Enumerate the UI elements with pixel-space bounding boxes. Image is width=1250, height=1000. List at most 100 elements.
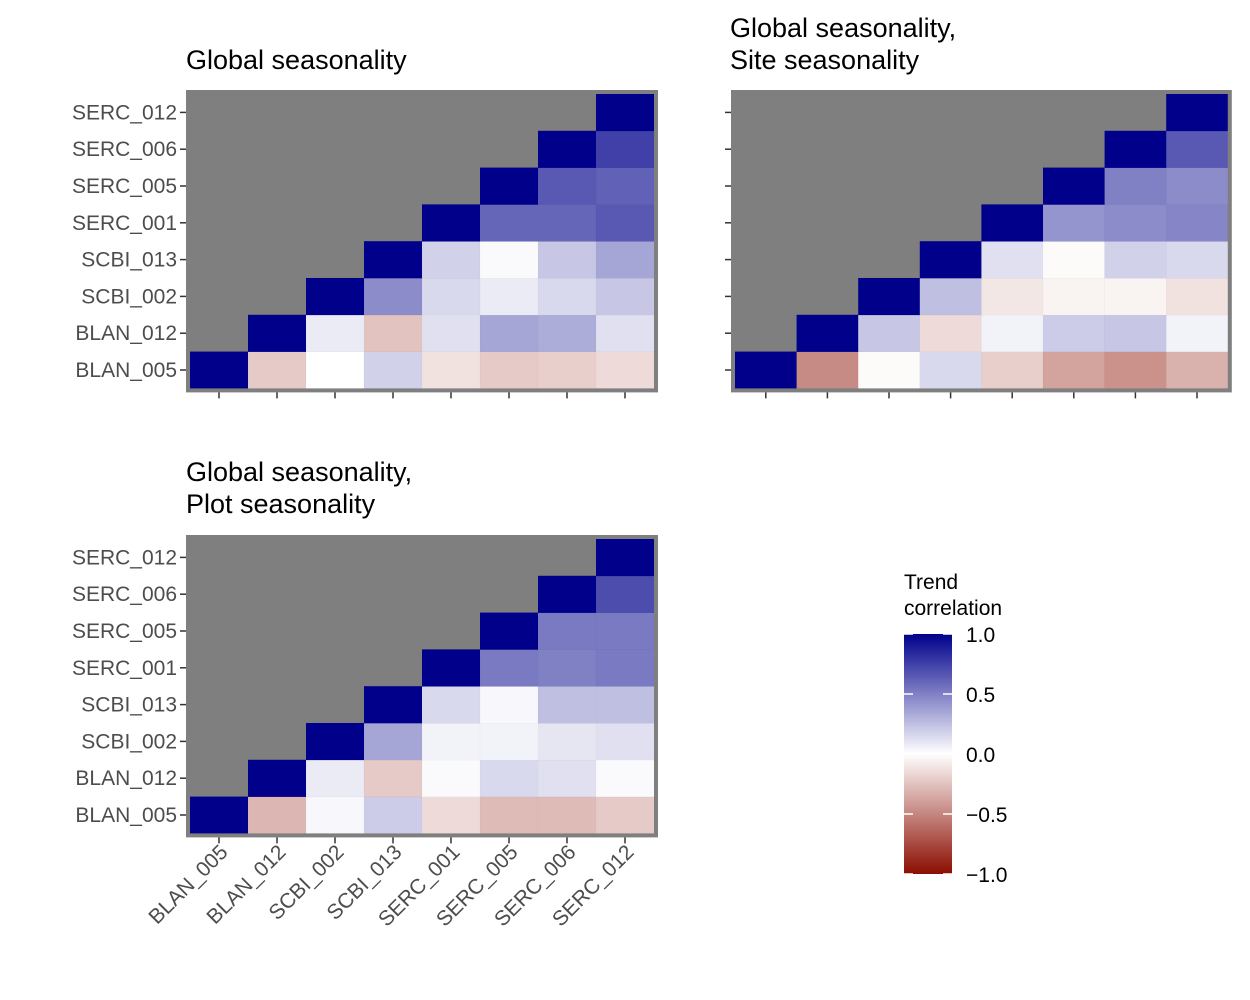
panel-2-border xyxy=(731,90,1232,393)
panel-1-cell-SCBI_002-SCBI_013 xyxy=(363,277,423,316)
panel-1-ytick-label-SERC_005: SERC_005 xyxy=(72,175,177,198)
panel-1-cell-SERC_001-SERC_006 xyxy=(537,204,597,242)
panel-3-cell-BLAN_005-SCBI_013 xyxy=(363,796,423,834)
panel-1-cell-BLAN_005-SERC_012 xyxy=(595,351,655,389)
panel-3-cell-BLAN_012-SCBI_013 xyxy=(363,759,423,798)
panel-1-cell-SERC_006-SERC_012 xyxy=(595,130,655,169)
panel-1-cell-SERC_005-SERC_006 xyxy=(537,167,597,205)
panel-1-cell-SCBI_013-SERC_006 xyxy=(537,240,597,279)
panel-1-cell-BLAN_012-SERC_001 xyxy=(421,314,481,353)
panel-3-cell-SERC_005-SERC_006 xyxy=(537,612,597,650)
panel-1-cell-SCBI_013-SERC_005 xyxy=(479,240,539,279)
panel-2-cell-BLAN_012-SCBI_002 xyxy=(857,314,921,353)
legend-label-0: 1.0 xyxy=(966,624,995,647)
panel-3-cell-BLAN_005-SERC_001 xyxy=(421,796,481,834)
panel-3-cell-BLAN_012-SERC_006 xyxy=(537,759,597,798)
panel-2-cell-SERC_012-SERC_012 xyxy=(1165,93,1229,132)
panel-3-title-text: Global seasonality, Plot seasonality xyxy=(186,457,413,519)
panel-1-cell-SERC_006-SERC_006 xyxy=(537,130,597,169)
panel-1-cell-SCBI_002-SERC_012 xyxy=(595,277,655,316)
panel-1-cell-SCBI_002-SERC_006 xyxy=(537,277,597,316)
panel-1-ytick-label-SCBI_002: SCBI_002 xyxy=(81,285,177,308)
panel-2-cell-SCBI_013-SERC_005 xyxy=(1042,240,1106,279)
panel-3-cell-SCBI_002-SCBI_002 xyxy=(305,722,365,761)
panel-2-cell-SCBI_002-SCBI_013 xyxy=(919,277,982,316)
panel-2-cell-SCBI_002-SCBI_002 xyxy=(857,277,921,316)
panel-1-cell-SERC_001-SERC_001 xyxy=(421,204,481,242)
panel-1-cell-SCBI_013-SERC_012 xyxy=(595,240,655,279)
panel-3-cell-SCBI_013-SERC_012 xyxy=(595,685,655,724)
panel-1-border xyxy=(186,90,658,393)
panel-3-cell-BLAN_005-SERC_005 xyxy=(479,796,539,834)
panel-3-cell-BLAN_005-BLAN_005 xyxy=(189,796,249,834)
panel-3-ytick-label-BLAN_012: BLAN_012 xyxy=(75,767,177,790)
panel-2-cell-BLAN_005-SERC_012 xyxy=(1165,351,1229,389)
panel-1-cell-BLAN_012-SERC_006 xyxy=(537,314,597,353)
panel-2-title: Global seasonality, Site seasonality xyxy=(730,12,956,76)
panel-3-title: Global seasonality, Plot seasonality xyxy=(186,456,412,520)
panel-1-cell-BLAN_012-BLAN_012 xyxy=(247,314,307,353)
panel-2-cell-SERC_005-SERC_006 xyxy=(1104,167,1167,205)
panel-3-cell-SERC_001-SERC_001 xyxy=(421,649,481,687)
panel-1-ytick-label-SCBI_013: SCBI_013 xyxy=(81,249,177,272)
panel-3-cell-SERC_006-SERC_012 xyxy=(595,575,655,614)
panel-2-cell-BLAN_012-BLAN_012 xyxy=(796,314,859,353)
panel-1-ytick-label-SERC_006: SERC_006 xyxy=(72,138,177,161)
panel-1-cell-BLAN_012-SERC_012 xyxy=(595,314,655,353)
panel-3-cell-SCBI_013-SCBI_013 xyxy=(363,685,423,724)
panel-1-ytick-label-BLAN_005: BLAN_005 xyxy=(75,359,177,382)
panel-2-cell-SERC_001-SERC_005 xyxy=(1042,204,1106,242)
panel-3-cell-BLAN_012-SCBI_002 xyxy=(305,759,365,798)
panel-2-cell-SERC_006-SERC_006 xyxy=(1104,130,1167,169)
panel-1-cell-SERC_001-SERC_005 xyxy=(479,204,539,242)
panel-3-cell-SERC_005-SERC_005 xyxy=(479,612,539,650)
panel-3-ytick-label-SCBI_002: SCBI_002 xyxy=(81,730,177,753)
panel-1-cell-SCBI_002-SCBI_002 xyxy=(305,277,365,316)
panel-1-cell-SERC_001-SERC_012 xyxy=(595,204,655,242)
panel-1-cell-SCBI_013-SERC_001 xyxy=(421,240,481,279)
panel-2-cell-BLAN_012-SERC_006 xyxy=(1104,314,1167,353)
panel-3-cell-BLAN_005-SERC_012 xyxy=(595,796,655,834)
panel-2-cell-BLAN_012-SERC_012 xyxy=(1165,314,1229,353)
panel-2-cell-SCBI_002-SERC_012 xyxy=(1165,277,1229,316)
panel-2-cell-BLAN_005-SCBI_013 xyxy=(919,351,982,389)
panel-3-cell-BLAN_012-SERC_005 xyxy=(479,759,539,798)
panel-1-cell-BLAN_012-SCBI_013 xyxy=(363,314,423,353)
panel-3-cell-SERC_006-SERC_006 xyxy=(537,575,597,614)
panel-2-cell-SCBI_013-SERC_006 xyxy=(1104,240,1167,279)
panel-1-cell-BLAN_005-SCBI_002 xyxy=(305,351,365,389)
panel-1-cell-SERC_012-SERC_012 xyxy=(595,93,655,132)
panel-1-cell-BLAN_005-SERC_006 xyxy=(537,351,597,389)
panel-3-cell-SCBI_002-SERC_012 xyxy=(595,722,655,761)
panel-3-cell-BLAN_012-BLAN_012 xyxy=(247,759,307,798)
panel-2-cell-SCBI_013-SERC_012 xyxy=(1165,240,1229,279)
panel-2-cell-BLAN_005-SERC_001 xyxy=(981,351,1044,389)
panel-2-cell-BLAN_012-SERC_005 xyxy=(1042,314,1106,353)
panel-1-cell-SCBI_013-SCBI_013 xyxy=(363,240,423,279)
panel-1-cell-BLAN_005-BLAN_012 xyxy=(247,351,307,389)
panel-3-cell-SCBI_002-SERC_001 xyxy=(421,722,481,761)
panel-2-cell-SCBI_002-SERC_005 xyxy=(1042,277,1106,316)
panel-2-cell-BLAN_005-BLAN_005 xyxy=(734,351,798,389)
panel-3-ytick-label-SERC_006: SERC_006 xyxy=(72,583,177,606)
panel-1-cell-SCBI_002-SERC_005 xyxy=(479,277,539,316)
panel-1-cell-BLAN_012-SERC_005 xyxy=(479,314,539,353)
panel-2-cell-SERC_005-SERC_012 xyxy=(1165,167,1229,205)
panel-3-cell-BLAN_012-SERC_001 xyxy=(421,759,481,798)
panel-1-title: Global seasonality xyxy=(186,45,407,75)
legend-label-3: −0.5 xyxy=(966,804,1007,827)
panel-3-cell-BLAN_012-SERC_012 xyxy=(595,759,655,798)
panel-3-cell-BLAN_005-BLAN_012 xyxy=(247,796,307,834)
panel-3-cell-SERC_001-SERC_005 xyxy=(479,649,539,687)
legend-title-line2: correlation xyxy=(904,597,1003,620)
panel-1-cell-SCBI_002-SERC_001 xyxy=(421,277,481,316)
panel-1-cell-BLAN_012-SCBI_002 xyxy=(305,314,365,353)
panel-1-ytick-label-BLAN_012: BLAN_012 xyxy=(75,322,177,345)
panel-3-ytick-label-SERC_001: SERC_001 xyxy=(72,657,177,680)
panel-3-ytick-label-SCBI_013: SCBI_013 xyxy=(81,694,177,717)
panel-1-cell-BLAN_005-SERC_001 xyxy=(421,351,481,389)
panel-3-cell-BLAN_005-SERC_006 xyxy=(537,796,597,834)
panel-2-cell-SERC_001-SERC_001 xyxy=(981,204,1044,242)
panel-2-cell-SERC_001-SERC_006 xyxy=(1104,204,1167,242)
panel-3-cell-SCBI_002-SERC_006 xyxy=(537,722,597,761)
